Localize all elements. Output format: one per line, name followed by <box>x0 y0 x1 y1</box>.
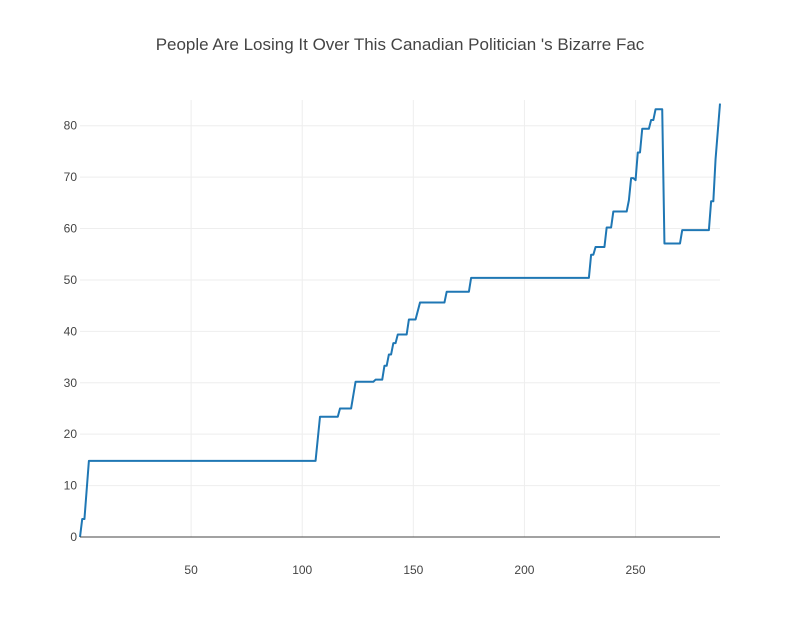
gridlines <box>80 100 720 537</box>
y-tick-label: 20 <box>64 427 78 441</box>
y-tick-label: 30 <box>64 376 78 390</box>
x-tick-label: 150 <box>403 563 423 577</box>
x-tick-label: 50 <box>184 563 198 577</box>
x-tick-label: 200 <box>514 563 534 577</box>
y-tick-label: 50 <box>64 273 78 287</box>
x-axis-ticks: 50 100 150 200 250 <box>184 563 645 577</box>
x-tick-label: 250 <box>626 563 646 577</box>
x-tick-label: 100 <box>292 563 312 577</box>
y-tick-label: 80 <box>64 119 78 133</box>
y-axis-ticks: 0 10 20 30 40 50 60 70 80 <box>64 119 78 544</box>
y-tick-label: 40 <box>64 324 78 338</box>
series-line <box>79 103 721 538</box>
chart-title: People Are Losing It Over This Canadian … <box>156 35 645 54</box>
series-layer <box>79 103 721 538</box>
y-tick-label: 70 <box>64 170 78 184</box>
y-tick-label: 10 <box>64 479 78 493</box>
y-tick-label: 0 <box>70 530 77 544</box>
y-tick-label: 60 <box>64 222 78 236</box>
